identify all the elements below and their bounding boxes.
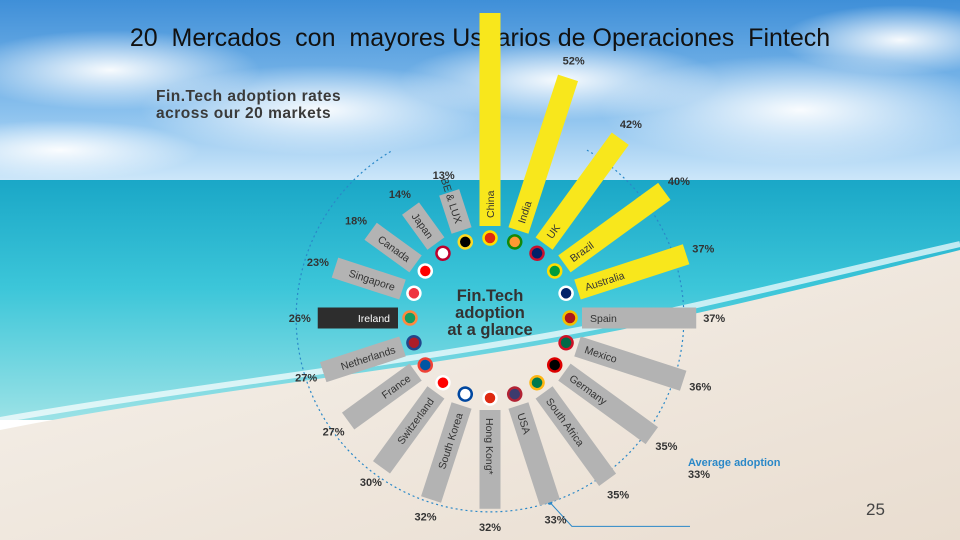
page-number: 25 xyxy=(866,500,885,519)
bar xyxy=(479,13,501,226)
bar xyxy=(535,386,617,487)
center-label: Fin.Tech adoption at a glance xyxy=(430,288,550,339)
country-flag-icon xyxy=(546,263,563,279)
country-flag-icon xyxy=(482,230,498,246)
country-flag-icon xyxy=(506,234,523,250)
country-flag-icon xyxy=(402,310,418,326)
average-adoption-value: 33% xyxy=(688,469,711,481)
value-label: 33% xyxy=(544,514,566,526)
average-adoption-title: Average adoption xyxy=(688,457,781,469)
bar xyxy=(331,257,406,300)
value-label: 32% xyxy=(479,522,501,534)
bar xyxy=(535,132,629,250)
country-flag-icon xyxy=(529,374,545,391)
country-flag-icon xyxy=(406,334,422,351)
value-label: 37% xyxy=(703,313,725,325)
value-label: 69% xyxy=(479,0,501,2)
center-label-line-2: adoption xyxy=(455,304,525,322)
country-flag-icon xyxy=(529,245,545,262)
country-label: China xyxy=(485,190,497,218)
value-label: 35% xyxy=(655,441,677,453)
bar-group: UK xyxy=(529,132,629,262)
country-flag-icon xyxy=(558,285,574,302)
country-flag-icon xyxy=(406,285,422,302)
bar-group: India xyxy=(506,74,579,250)
bar xyxy=(341,363,422,430)
chart-title-line-2: across our 20 markets xyxy=(156,105,332,122)
country-flag-icon xyxy=(482,390,498,406)
bar xyxy=(574,336,687,391)
country-flag-icon xyxy=(506,386,523,402)
bar-group: USA xyxy=(506,386,560,506)
center-label-line-3: at a glance xyxy=(447,321,533,339)
bar xyxy=(372,386,445,474)
value-label: 27% xyxy=(323,427,345,439)
bar xyxy=(582,307,697,329)
country-flag-icon xyxy=(435,245,451,262)
bar xyxy=(439,189,472,234)
country-label: Hong Kong* xyxy=(483,418,495,475)
country-flag-icon xyxy=(562,310,578,326)
country-flag-icon xyxy=(457,386,474,402)
bar xyxy=(364,222,422,273)
country-flag-icon xyxy=(546,357,563,373)
value-label: 18% xyxy=(345,216,367,228)
country-flag-icon xyxy=(457,234,474,250)
average-adoption-label: Average adoption 33% xyxy=(688,457,781,481)
country-label: Spain xyxy=(590,313,617,325)
bar xyxy=(317,307,398,329)
bar xyxy=(558,363,659,445)
bar xyxy=(558,182,671,273)
chart-title: Fin.Tech adoption rates across our 20 ma… xyxy=(156,88,341,122)
value-label: 13% xyxy=(433,170,455,182)
chart-title-line-1: Fin.Tech adoption rates xyxy=(156,88,342,105)
bar xyxy=(479,410,501,509)
bar-group: Ireland xyxy=(317,307,418,329)
bar-group: Mexico xyxy=(558,334,687,391)
bar xyxy=(421,402,472,503)
value-label: 37% xyxy=(692,244,714,256)
bar xyxy=(574,244,690,300)
value-label: 35% xyxy=(607,489,629,501)
value-label: 36% xyxy=(689,381,711,393)
value-label: 42% xyxy=(620,119,642,131)
bar xyxy=(508,74,579,234)
country-flag-icon xyxy=(558,334,574,351)
country-flag-icon xyxy=(417,263,434,279)
bar-group: Hong Kong* xyxy=(479,390,501,509)
country-flag-icon xyxy=(435,374,451,391)
value-label: 32% xyxy=(414,512,436,524)
value-label: 14% xyxy=(389,189,411,201)
bar-group: Spain xyxy=(562,307,697,329)
value-label: 52% xyxy=(563,56,585,68)
average-adoption-ring xyxy=(295,149,685,513)
country-label: Ireland xyxy=(358,313,390,325)
bar-group: China xyxy=(479,13,501,246)
slide-title: 20 Mercados con mayores Usuarios de Oper… xyxy=(129,24,831,52)
value-label: 30% xyxy=(360,477,382,489)
value-label: 27% xyxy=(295,373,317,385)
bar xyxy=(402,202,445,250)
average-adoption-leader xyxy=(549,502,690,527)
value-label: 40% xyxy=(668,176,690,188)
bar xyxy=(319,336,406,383)
bar xyxy=(508,402,560,506)
value-label: 23% xyxy=(307,257,329,269)
country-flag-icon xyxy=(417,357,434,373)
center-label-line-1: Fin.Tech xyxy=(456,287,524,305)
value-label: 26% xyxy=(289,313,311,325)
